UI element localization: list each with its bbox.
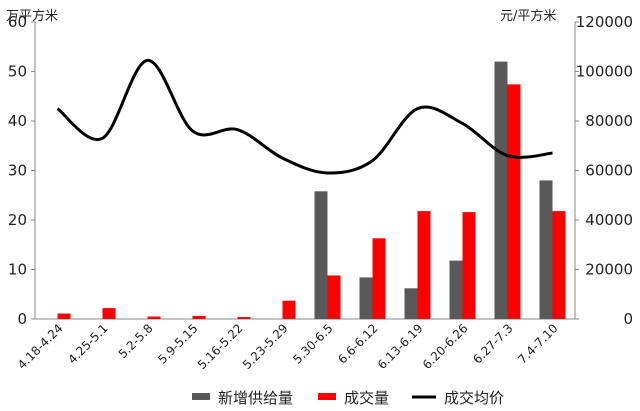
left-axis-unit: 万平方米 (6, 8, 58, 24)
x-tick-label: 5.16-5.22 (195, 321, 246, 372)
bar-volume (507, 84, 521, 320)
bar-volume (192, 316, 206, 319)
bar-volume (552, 211, 566, 319)
price-line-path (56, 58, 553, 175)
legend-label-supply: 新增供给量 (218, 389, 293, 407)
right-tick-label: 20000 (585, 261, 633, 279)
legend: 新增供给量 成交量 成交均价 (192, 389, 504, 407)
left-tick-label: 0 (17, 310, 27, 328)
bar-supply (359, 277, 373, 319)
bar-supply (539, 180, 553, 319)
legend-label-volume: 成交量 (344, 389, 389, 407)
x-tick-label: 6.20-6.26 (420, 321, 471, 372)
right-tick-label: 80000 (585, 112, 633, 130)
x-tick-label: 5.23-5.29 (240, 321, 291, 372)
left-tick-label: 20 (8, 211, 27, 229)
bar-volume (417, 211, 431, 319)
bar-supply (494, 61, 508, 319)
x-tick-label: 4.18-4.24 (15, 321, 66, 372)
left-tick-label: 60 (8, 13, 27, 31)
x-tick-label: 5.9-5.15 (155, 321, 200, 366)
bar-volume (462, 212, 476, 319)
right-tick-label: 0 (623, 310, 633, 328)
right-axis-ticks: 0 20000 40000 60000 80000 100000 120000 (575, 13, 633, 328)
right-tick-label: 60000 (585, 162, 633, 180)
bars (57, 61, 566, 320)
x-axis-ticks: 4.18-4.24 4.25-5.1 5.2-5.8 5.9-5.155.16-5.2… (15, 321, 561, 372)
legend-label-price: 成交均价 (444, 389, 504, 407)
left-tick-label: 50 (8, 63, 27, 81)
bar-supply (404, 288, 418, 319)
legend-swatch-supply (192, 393, 210, 400)
bar-volume (282, 300, 296, 319)
bar-volume (102, 308, 116, 319)
legend-swatch-volume (318, 393, 336, 400)
right-tick-label: 40000 (585, 211, 633, 229)
price-line (56, 58, 553, 175)
x-tick-label: 6.13-6.19 (375, 321, 426, 372)
axes (34, 22, 576, 320)
bar-volume (57, 313, 71, 319)
left-tick-label: 40 (8, 112, 27, 130)
left-tick-label: 30 (8, 162, 27, 180)
x-tick-label: 5.30-6.5 (290, 321, 335, 366)
x-tick-label: 7.4-7.10 (515, 321, 560, 366)
bar-volume (237, 317, 251, 319)
right-tick-label: 100000 (576, 63, 633, 81)
right-axis-unit: 元/平方米 (500, 8, 556, 24)
bar-volume (327, 275, 341, 319)
x-tick-label: 6.27-7.3 (470, 321, 515, 366)
right-tick-label: 120000 (576, 13, 633, 31)
x-tick-label: 4.25-5.1 (65, 321, 110, 366)
bar-volume (372, 238, 386, 319)
left-tick-label: 10 (8, 261, 27, 279)
bar-volume (147, 316, 161, 319)
bar-supply (449, 260, 463, 319)
x-tick-label: 5.2-5.8 (116, 321, 156, 361)
left-axis-ticks: 0 10 20 30 40 50 60 (8, 13, 35, 328)
bar-supply (314, 191, 328, 319)
x-tick-label: 6.6-6.12 (335, 321, 380, 366)
